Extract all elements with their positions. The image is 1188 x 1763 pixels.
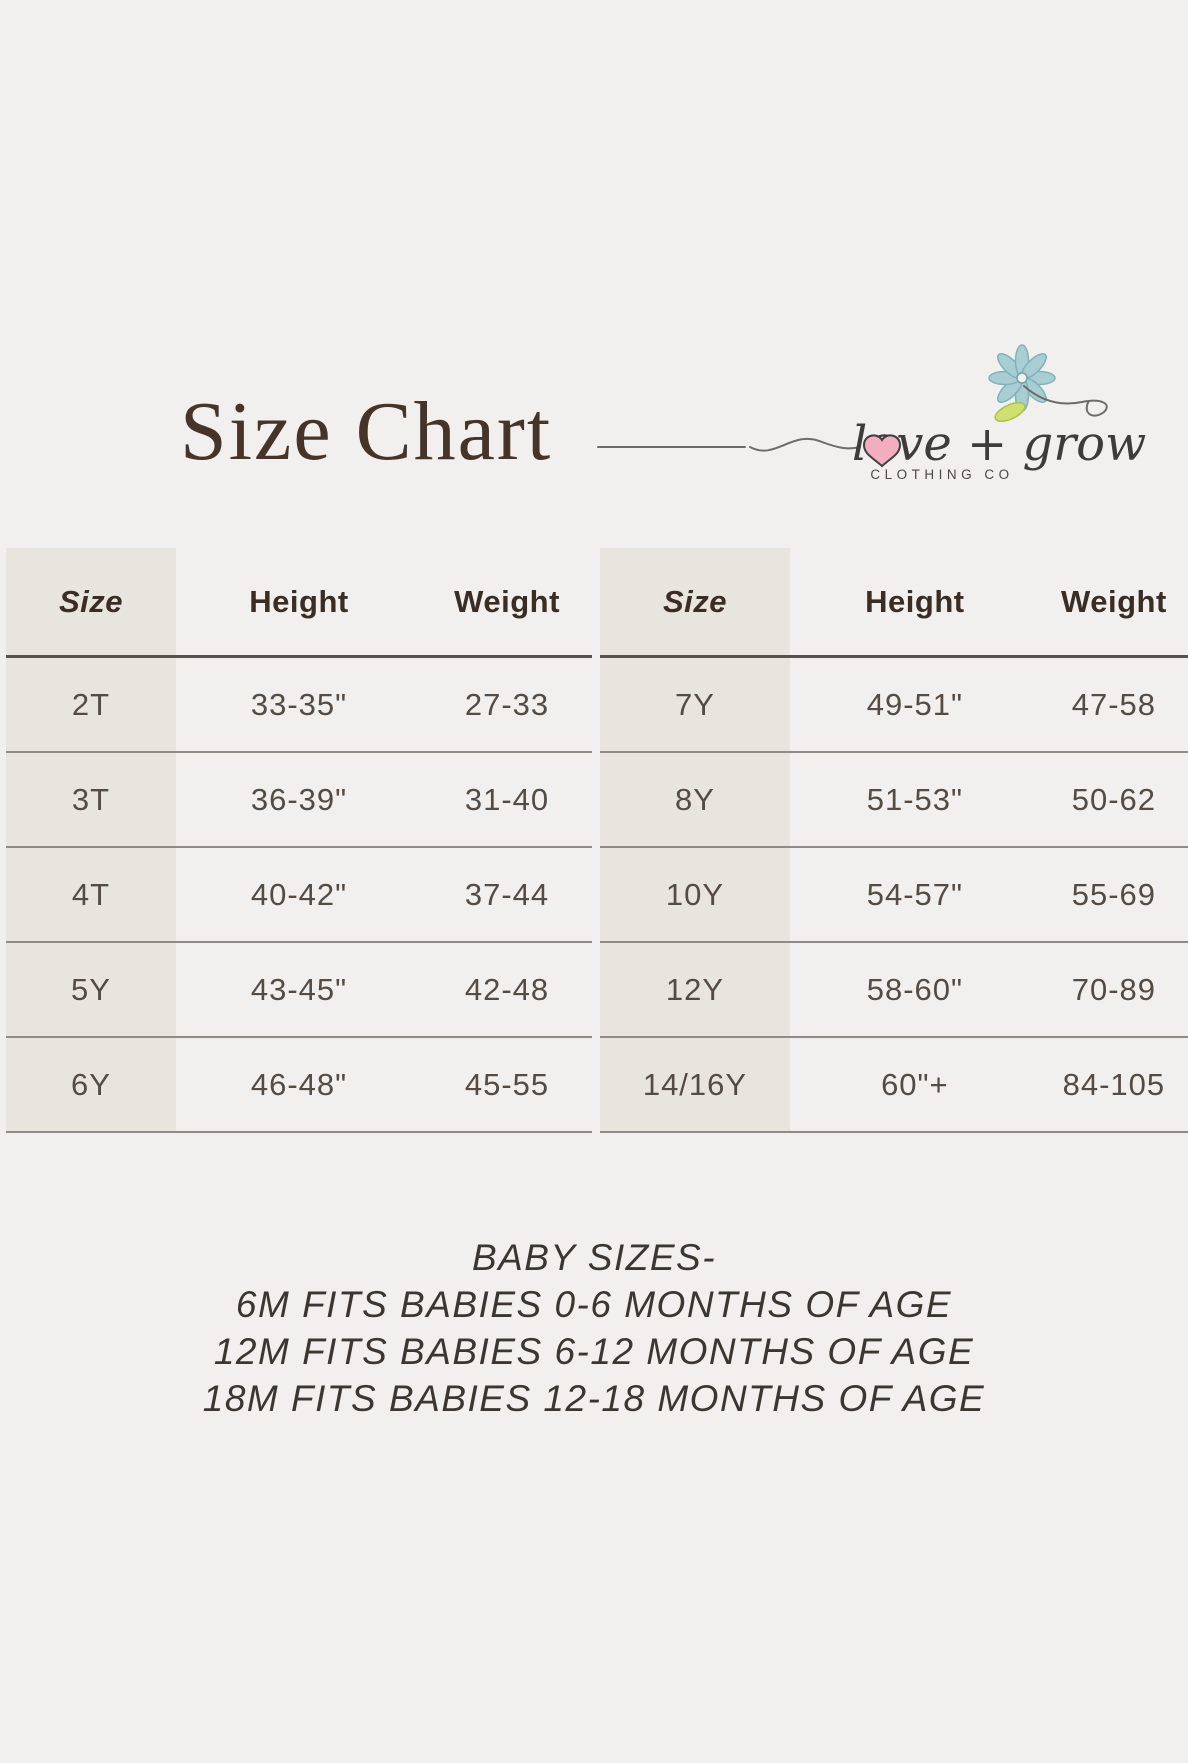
brand-logo: love + grow CLOTHING CO [597, 344, 1146, 482]
cell-size: 10Y [665, 876, 725, 912]
table-header-row: Size Height Weight [6, 548, 592, 658]
cell-size: 4T [71, 876, 111, 912]
cell-weight: 37-44 [464, 876, 550, 912]
size-table-youth: Size Height Weight 7Y 49-51" 47-58 8Y 51… [600, 548, 1188, 1133]
column-header-size: Size [662, 583, 727, 619]
cell-height: 46-48" [250, 1066, 348, 1102]
cell-weight: 42-48 [464, 971, 550, 1007]
baby-sizes-note: BABY SIZES- 6M FITS BABIES 0-6 MONTHS OF… [0, 1234, 1188, 1422]
table-row: 14/16Y 60"+ 84-105 [600, 1038, 1188, 1133]
baby-sizes-note-line: 6M FITS BABIES 0-6 MONTHS OF AGE [235, 1284, 953, 1325]
cell-size: 5Y [71, 971, 111, 1007]
table-row: 12Y 58-60" 70-89 [600, 943, 1188, 1038]
cell-size: 14/16Y [642, 1066, 748, 1102]
cell-weight: 84-105 [1062, 1066, 1166, 1102]
cell-height: 58-60" [866, 971, 964, 1007]
cell-weight: 27-33 [464, 686, 550, 722]
cell-size: 7Y [675, 686, 715, 722]
baby-sizes-note-line: BABY SIZES- [471, 1237, 717, 1278]
table-row: 4T 40-42" 37-44 [6, 848, 592, 943]
logo-script-text: love + grow [852, 416, 1146, 472]
heart-icon [862, 434, 902, 468]
column-header-height: Height [249, 583, 349, 619]
cell-size: 3T [71, 781, 111, 817]
size-table-toddler: Size Height Weight 2T 33-35" 27-33 3T 36… [6, 548, 592, 1133]
column-header-size: Size [58, 583, 123, 619]
cell-size: 6Y [71, 1066, 111, 1102]
table-row: 8Y 51-53" 50-62 [600, 753, 1188, 848]
cell-height: 51-53" [866, 781, 964, 817]
cell-height: 43-45" [250, 971, 348, 1007]
table-row: 7Y 49-51" 47-58 [600, 658, 1188, 753]
baby-sizes-note-line: 18M FITS BABIES 12-18 MONTHS OF AGE [202, 1378, 986, 1419]
cell-size: 2T [71, 686, 111, 722]
page-title: Size Chart [180, 385, 553, 478]
table-row: 6Y 46-48" 45-55 [6, 1038, 592, 1133]
cell-size: 8Y [675, 781, 715, 817]
cell-weight: 45-55 [464, 1066, 550, 1102]
cell-height: 36-39" [250, 781, 348, 817]
table-header-row: Size Height Weight [600, 548, 1188, 658]
cell-size: 12Y [665, 971, 725, 1007]
logo-subtitle: CLOTHING CO [870, 467, 1013, 482]
cell-height: 54-57" [866, 876, 964, 912]
cell-weight: 47-58 [1071, 686, 1157, 722]
table-row: 5Y 43-45" 42-48 [6, 943, 592, 1038]
cell-height: 49-51" [866, 686, 964, 722]
cell-weight: 50-62 [1071, 781, 1157, 817]
logo-swash-left-icon [749, 437, 861, 452]
column-header-weight: Weight [1061, 583, 1167, 619]
cell-height: 33-35" [250, 686, 348, 722]
cell-weight: 31-40 [464, 781, 550, 817]
cell-height: 40-42" [250, 876, 348, 912]
leaf-icon [994, 401, 1026, 423]
table-row: 3T 36-39" 31-40 [6, 753, 592, 848]
table-row: 10Y 54-57" 55-69 [600, 848, 1188, 943]
cell-weight: 55-69 [1071, 876, 1157, 912]
cell-weight: 70-89 [1071, 971, 1157, 1007]
table-row: 2T 33-35" 27-33 [6, 658, 592, 753]
column-header-height: Height [865, 583, 965, 619]
baby-sizes-note-line: 12M FITS BABIES 6-12 MONTHS OF AGE [213, 1331, 975, 1372]
column-header-weight: Weight [454, 583, 560, 619]
logo-stem-swash-icon [1023, 385, 1108, 417]
cell-height: 60"+ [881, 1066, 949, 1102]
flower-icon [988, 344, 1056, 412]
